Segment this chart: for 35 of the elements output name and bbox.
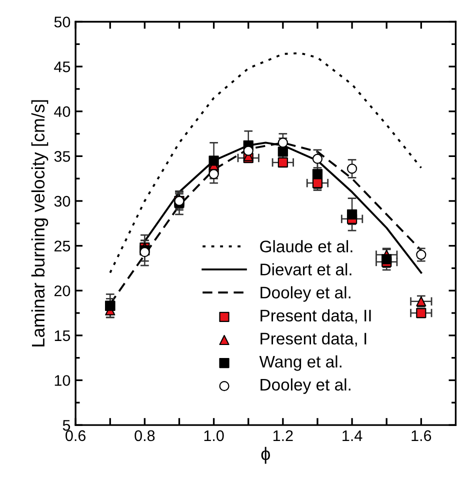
legend-label: Present data, I — [260, 332, 366, 347]
legend-label: Dievart et al. — [260, 263, 352, 276]
y-tick-label: 50 — [54, 16, 70, 28]
x-axis-title: ϕ — [261, 446, 270, 464]
legend-label: Dooley et al. — [260, 378, 350, 394]
point — [346, 209, 358, 220]
y-tick-label: 40 — [54, 106, 70, 118]
point — [278, 146, 288, 157]
y-axis-title: Laminar burning velocity [cm/s] — [31, 100, 48, 346]
legend-label: Glaude et al. — [260, 240, 352, 252]
y-tick-label: 30 — [54, 196, 70, 207]
point — [243, 146, 254, 156]
y-tick-label: 45 — [54, 62, 70, 72]
x-tick-label: 1.6 — [412, 430, 432, 442]
y-tick-label: 35 — [54, 151, 70, 162]
x-tick-label: 1.4 — [342, 430, 362, 441]
legend-label: Dooley et al. — [260, 286, 350, 302]
y-tick-label: 10 — [54, 375, 70, 386]
x-tick-label: 0.8 — [134, 430, 155, 442]
point — [208, 169, 219, 180]
line-series — [109, 52, 422, 274]
y-tick-label: 20 — [54, 285, 70, 296]
point — [312, 154, 323, 164]
x-tick-label: 1.0 — [204, 430, 224, 442]
x-tick-label: 0.6 — [66, 430, 86, 442]
point — [208, 156, 219, 166]
legend-label: Wang et al. — [259, 355, 342, 371]
legend-label: Present data, II — [260, 309, 371, 324]
y-tick-label: 25 — [54, 240, 70, 252]
x-tick-label: 1.2 — [273, 430, 293, 441]
point — [312, 169, 323, 180]
y-tick-label: 5 — [62, 420, 70, 431]
point — [346, 164, 358, 174]
y-tick-label: 15 — [54, 330, 70, 342]
point — [278, 138, 288, 148]
